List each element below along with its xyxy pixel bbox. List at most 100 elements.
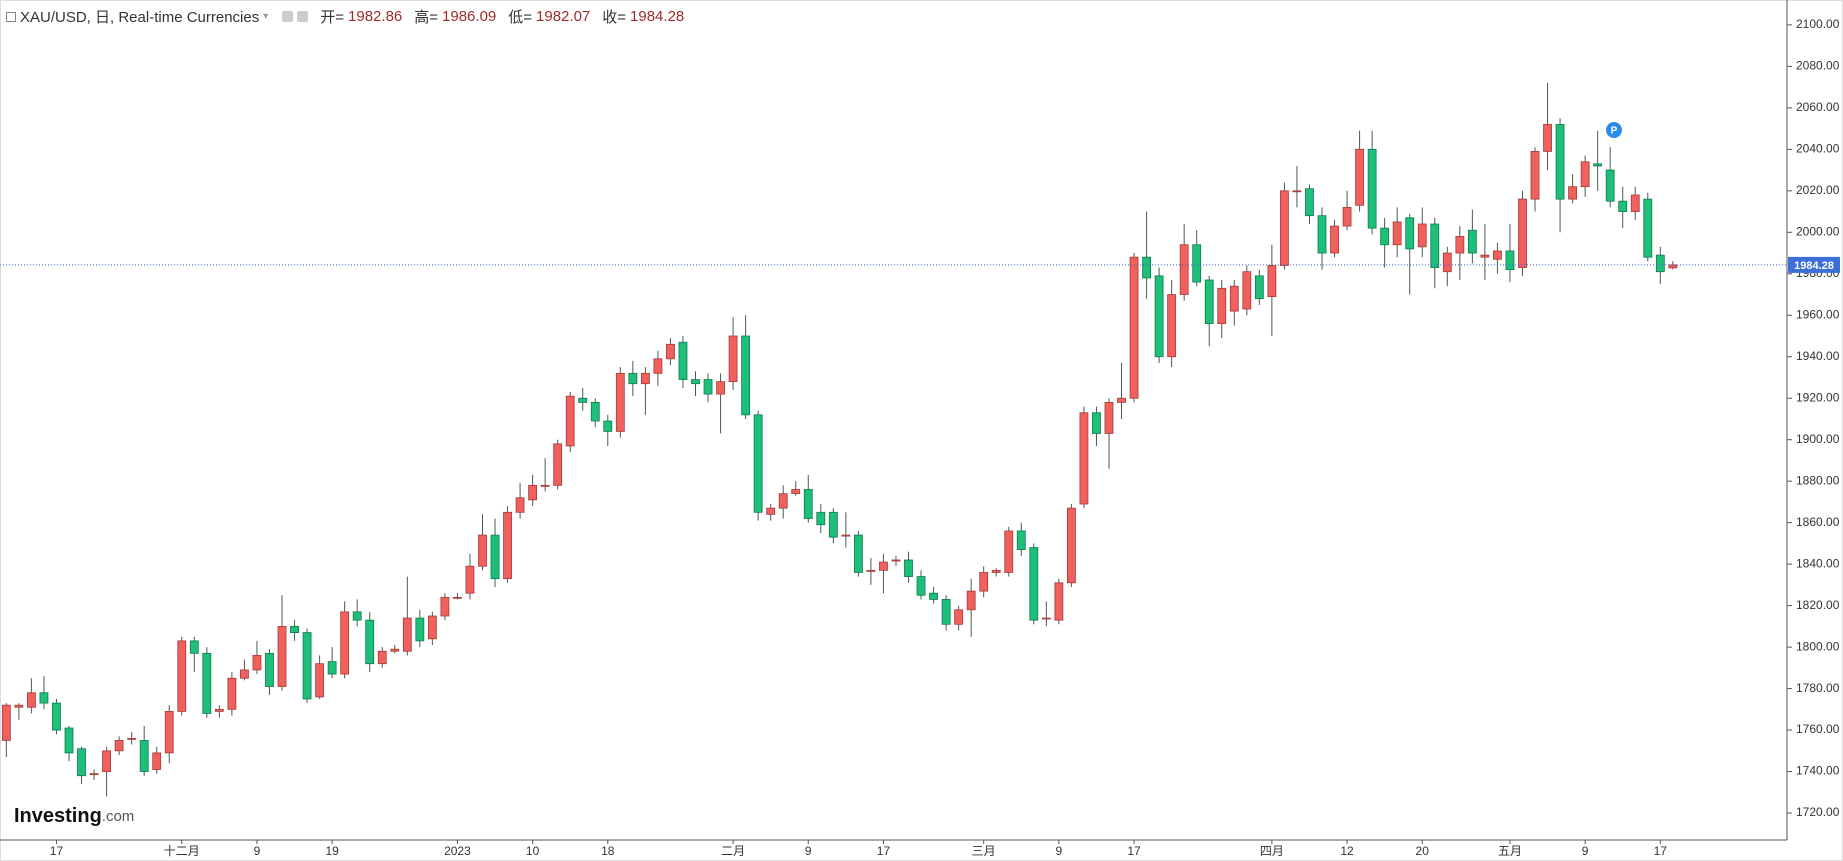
- candle-body: [1380, 227, 1390, 246]
- dropdown-icon[interactable]: ▾: [263, 11, 269, 22]
- candle-body: [1555, 124, 1565, 200]
- candle-body: [766, 507, 776, 515]
- candle-body: [640, 372, 650, 385]
- y-tick-label: 2080.00: [1796, 59, 1840, 73]
- candle-body: [1330, 225, 1339, 254]
- candle-body: [1518, 198, 1527, 268]
- x-tick-label: 17: [1127, 844, 1141, 858]
- candle-body: [716, 381, 725, 395]
- candle-body: [1204, 279, 1214, 324]
- candle-body: [1668, 264, 1678, 269]
- header: XAU/USD, 日, Real-time Currencies ▾ 开= 198…: [6, 6, 692, 27]
- candle-body: [27, 692, 36, 708]
- candle-body: [315, 663, 325, 698]
- candle-body: [791, 489, 801, 495]
- candle-body: [1267, 265, 1277, 297]
- candle-body: [340, 611, 350, 675]
- y-tick-label: 1860.00: [1796, 515, 1840, 529]
- candle-body: [1593, 163, 1603, 167]
- candle-body: [1092, 412, 1101, 434]
- candle-body: [1029, 547, 1039, 621]
- candle-body: [1280, 190, 1289, 266]
- candle-body: [1217, 287, 1227, 324]
- candle-body: [1167, 294, 1177, 358]
- candle-body: [891, 559, 901, 562]
- x-tick-label: 五月: [1498, 844, 1522, 858]
- settings-icon[interactable]: [282, 11, 294, 22]
- candle-body: [189, 640, 199, 654]
- logo-suffix: .com: [102, 808, 135, 825]
- candle-body: [590, 401, 600, 422]
- candle-body: [828, 511, 838, 538]
- candle-body: [440, 596, 450, 617]
- y-tick-label: 1720.00: [1796, 805, 1840, 819]
- candle-body: [1041, 617, 1051, 620]
- candle-body: [1067, 507, 1076, 584]
- x-tick-label: 十二月: [164, 844, 200, 858]
- candle-body: [1367, 148, 1377, 229]
- candle-body: [1605, 169, 1615, 202]
- candle-body: [528, 484, 538, 501]
- p-marker: [1606, 122, 1622, 138]
- candle-body: [14, 704, 24, 708]
- candle-body: [214, 708, 224, 712]
- x-tick-label: 四月: [1260, 844, 1284, 858]
- candle-body: [1179, 244, 1189, 295]
- refresh-icon[interactable]: [297, 11, 309, 22]
- candle-body: [1480, 254, 1490, 258]
- candle-body: [966, 590, 976, 611]
- candle-body: [515, 497, 525, 513]
- candle-body: [1192, 244, 1202, 283]
- collapse-icon: [6, 11, 16, 22]
- candle-body: [39, 692, 49, 704]
- candle-body: [565, 395, 575, 447]
- candle-body: [979, 572, 989, 592]
- x-tick-label: 17: [877, 844, 891, 858]
- close-label: 收=: [602, 9, 627, 26]
- y-tick-label: 2000.00: [1796, 224, 1840, 238]
- candle-body: [691, 379, 700, 385]
- open-label: 开=: [320, 9, 345, 26]
- candle-body: [1242, 271, 1252, 310]
- y-tick-label: 1820.00: [1796, 598, 1840, 612]
- candle-body: [578, 397, 588, 403]
- y-tick-label: 1760.00: [1796, 722, 1840, 736]
- candle-body: [1142, 256, 1151, 279]
- candle-body: [1442, 252, 1452, 273]
- candle-body: [1630, 194, 1640, 212]
- candle-body: [1342, 207, 1352, 227]
- candle-body: [653, 358, 663, 374]
- candle-body: [240, 669, 249, 679]
- candle-body: [152, 752, 162, 770]
- x-tick-label: 19: [325, 844, 339, 858]
- candle-body: [127, 737, 137, 740]
- candle-body: [866, 569, 876, 572]
- candle-body: [1467, 229, 1477, 254]
- y-tick-label: 2100.00: [1796, 17, 1840, 31]
- high-label: 高=: [414, 9, 439, 26]
- candle-body: [1580, 161, 1590, 188]
- candle-body: [1, 704, 11, 741]
- candle-body: [1417, 223, 1427, 248]
- candle-body: [402, 617, 412, 652]
- logo: Investing.com: [14, 805, 134, 827]
- candle-body: [615, 372, 625, 432]
- close-value: 1984.28: [630, 8, 685, 25]
- candle-body: [415, 617, 425, 642]
- p-marker-text: P: [1611, 126, 1618, 137]
- x-tick-label: 三月: [972, 844, 996, 858]
- candle-body: [478, 534, 487, 567]
- current-price-tag: [1788, 256, 1840, 273]
- x-tick-label: 17: [1654, 844, 1668, 858]
- candle-body: [1355, 148, 1364, 206]
- marks: 1720.001740.001760.001780.001800.001820.…: [0, 17, 1840, 858]
- x-tick-label: 10: [526, 844, 540, 858]
- x-tick-label: 20: [1416, 844, 1430, 858]
- candle-body: [841, 534, 851, 537]
- candle-body: [816, 511, 826, 526]
- candle-body: [1104, 401, 1114, 434]
- candle-body: [803, 489, 813, 519]
- candle-body: [1568, 186, 1577, 200]
